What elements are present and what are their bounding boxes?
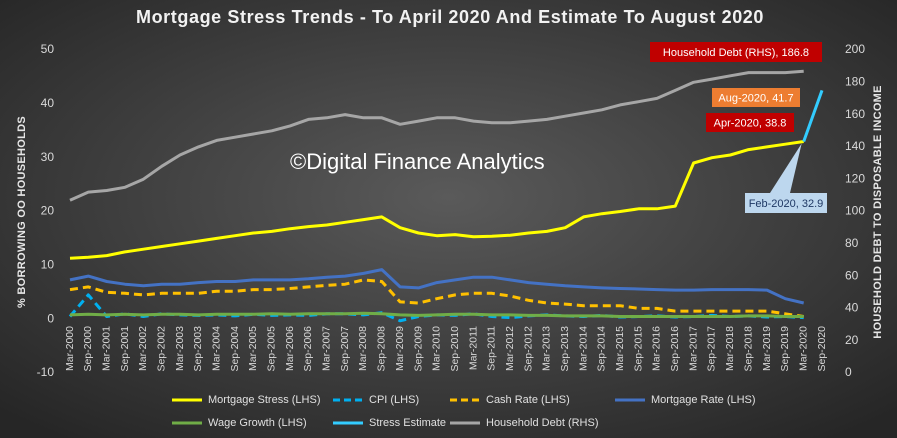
- series-line: [69, 140, 804, 260]
- x-tick-label: Sep-2000: [82, 326, 94, 372]
- legend-label: Mortgage Stress (LHS): [208, 394, 320, 406]
- x-tick-label: Sep-2011: [486, 326, 498, 371]
- legend-label: Wage Growth (LHS): [208, 417, 307, 429]
- x-tick-label: Sep-2016: [669, 326, 681, 372]
- x-tick-label: Sep-2004: [229, 326, 241, 372]
- y2-tick-label: 60: [845, 268, 859, 282]
- y-tick-label: 30: [41, 150, 55, 164]
- x-tick-label: Mar-2014: [577, 326, 589, 371]
- y2-tick-label: 100: [845, 204, 865, 218]
- annotation-label: Apr-2020, 38.8: [714, 117, 787, 129]
- y-tick-label: 50: [41, 42, 55, 56]
- y2-tick-label: 80: [845, 236, 859, 250]
- series-line: [802, 89, 824, 143]
- y2-tick-label: 120: [845, 171, 865, 185]
- x-tick-label: Mar-2005: [247, 326, 259, 371]
- x-tick-label: Sep-2012: [522, 326, 534, 372]
- x-tick-label: Sep-2019: [779, 326, 791, 372]
- y-tick-label: -10: [37, 365, 55, 379]
- x-tick-label: Mar-2009: [394, 326, 406, 371]
- y2-tick-label: 140: [845, 139, 865, 153]
- y2-tick-label: 160: [845, 107, 865, 121]
- annotation-box: [745, 193, 827, 213]
- legend-label: Household Debt (RHS): [486, 417, 599, 429]
- watermark: ©Digital Finance Analytics: [290, 149, 545, 174]
- x-tick-label: Sep-2002: [155, 326, 167, 372]
- x-tick-label: Mar-2001: [100, 326, 112, 371]
- callout-pointer: [770, 143, 802, 193]
- series-line: [69, 69, 804, 202]
- y2-axis-title: HOUSEHOLD DEBT TO DISPOSABLE INCOME: [872, 85, 884, 339]
- x-tick-label: Mar-2006: [284, 326, 296, 371]
- x-tick-label: Mar-2016: [651, 326, 663, 371]
- legend-label: Cash Rate (LHS): [486, 394, 570, 406]
- x-tick-label: Mar-2015: [614, 326, 626, 371]
- x-tick-label: Sep-2003: [192, 326, 204, 372]
- series-line: [69, 268, 805, 305]
- annotation-label: Feb-2020, 32.9: [749, 198, 824, 210]
- x-tick-label: Sep-2018: [742, 326, 754, 372]
- x-tick-label: Sep-2015: [632, 326, 644, 372]
- x-tick-label: Mar-2000: [64, 326, 76, 371]
- legend-label: Mortgage Rate (LHS): [651, 394, 756, 406]
- x-tick-label: Sep-2007: [339, 326, 351, 372]
- x-tick-label: Mar-2010: [431, 326, 443, 371]
- x-tick-label: Sep-2010: [449, 326, 461, 372]
- annotation-label: Household Debt (RHS), 186.8: [663, 47, 809, 59]
- chart-title: Mortgage Stress Trends - To April 2020 A…: [136, 7, 764, 27]
- x-tick-label: Mar-2008: [357, 326, 369, 371]
- x-tick-label: Mar-2004: [211, 326, 223, 371]
- y-axis-title: % BORROWING OO HOUSEHOLDS: [16, 116, 28, 308]
- x-tick-label: Mar-2003: [174, 326, 186, 371]
- x-tick-label: Sep-2013: [559, 326, 571, 372]
- x-tick-label: Sep-2006: [302, 326, 314, 372]
- x-tick-label: Mar-2013: [541, 326, 553, 371]
- annotation-box: [706, 113, 794, 132]
- y2-tick-label: 40: [845, 301, 859, 315]
- x-tick-label: Mar-2020: [797, 326, 809, 371]
- annotation-box: [712, 88, 800, 107]
- x-tick-label: Sep-2020: [816, 326, 828, 372]
- y2-tick-label: 0: [845, 365, 852, 379]
- y-tick-label: 40: [41, 96, 55, 110]
- x-tick-label: Mar-2019: [761, 326, 773, 371]
- annotation-label: Aug-2020, 41.7: [718, 92, 793, 104]
- x-tick-label: Sep-2008: [376, 326, 388, 372]
- x-tick-label: Mar-2012: [504, 326, 516, 371]
- x-tick-label: Mar-2011: [467, 326, 479, 370]
- x-tick-label: Mar-2018: [724, 326, 736, 371]
- y-tick-label: 10: [41, 258, 55, 272]
- series-line: [69, 278, 804, 318]
- x-tick-label: Sep-2001: [119, 326, 131, 372]
- annotation-box: [650, 42, 822, 62]
- x-tick-label: Sep-2009: [412, 326, 424, 372]
- x-tick-label: Mar-2017: [687, 326, 699, 371]
- y-tick-label: 20: [41, 204, 55, 218]
- legend-label: Stress Estimate: [369, 417, 446, 429]
- y2-tick-label: 180: [845, 74, 865, 88]
- series-line: [69, 311, 804, 318]
- legend-label: CPI (LHS): [369, 394, 419, 406]
- y-tick-label: 0: [47, 311, 54, 325]
- x-tick-label: Mar-2002: [137, 326, 149, 371]
- x-tick-label: Mar-2007: [321, 326, 333, 371]
- y2-tick-label: 200: [845, 42, 865, 56]
- x-tick-label: Sep-2005: [266, 326, 278, 372]
- x-tick-label: Sep-2014: [596, 326, 608, 372]
- y2-tick-label: 20: [845, 333, 859, 347]
- x-tick-label: Sep-2017: [706, 326, 718, 372]
